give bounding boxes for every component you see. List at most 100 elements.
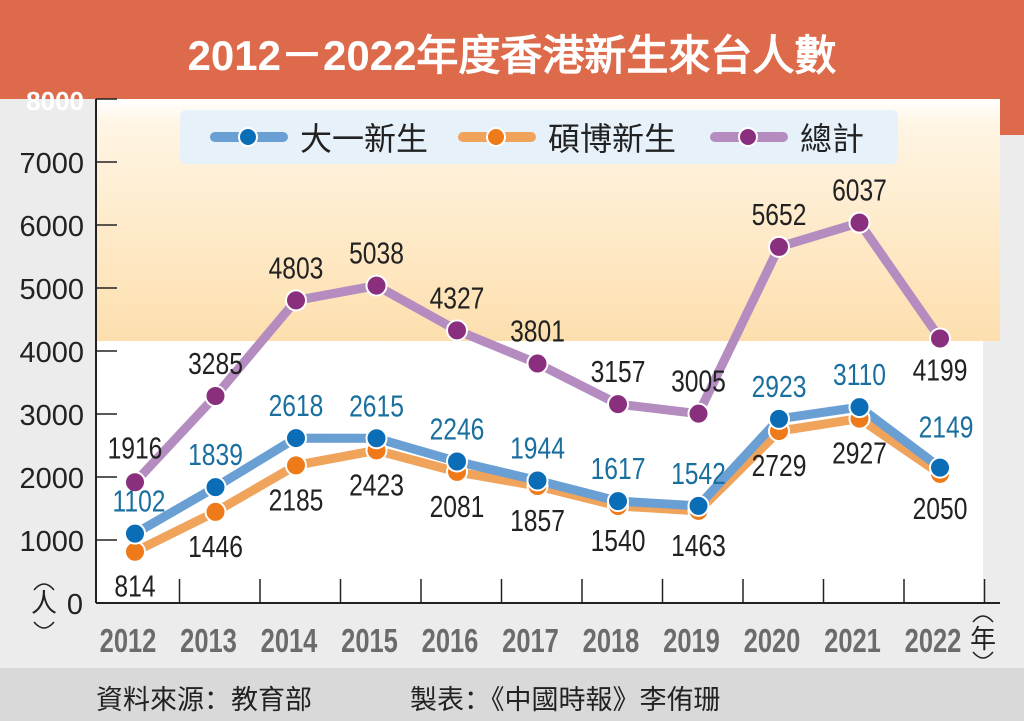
- data-point: [204, 500, 227, 523]
- data-point: [607, 490, 629, 513]
- legend-item-total: 總計: [710, 116, 864, 158]
- data-label: 3110: [833, 358, 886, 392]
- y-tick-label: 5000: [19, 274, 84, 306]
- data-label: 1102: [113, 484, 166, 518]
- data-point: [204, 385, 227, 408]
- data-label: 2246: [430, 412, 485, 446]
- data-point: [124, 540, 146, 563]
- data-label: 1446: [188, 529, 243, 563]
- data-label: 5652: [752, 197, 807, 231]
- legend-label: 碩博新生: [548, 121, 677, 157]
- data-label: 2081: [430, 489, 485, 523]
- data-point: [365, 427, 388, 450]
- y-tick-label: 1000: [19, 526, 84, 558]
- data-point: [285, 427, 307, 450]
- y-tick-label: 4000: [19, 337, 84, 369]
- footer: [0, 668, 1024, 721]
- x-axis-unit: 年: [970, 624, 996, 654]
- data-point: [848, 396, 871, 419]
- data-label: 1617: [591, 452, 646, 486]
- y-tick-label: 0: [67, 589, 83, 621]
- title-banner: [0, 0, 1024, 99]
- data-label: 2050: [913, 491, 968, 525]
- y-tick-label: 8000: [26, 86, 84, 116]
- data-point: [687, 402, 710, 425]
- y-tick-label: 2000: [19, 463, 84, 495]
- legend: 大一新生 碩博新生 總計: [180, 110, 898, 164]
- data-label: 2729: [752, 449, 807, 483]
- data-label: 2615: [349, 389, 404, 423]
- data-label: 4803: [269, 251, 324, 285]
- data-label: 2185: [269, 483, 324, 517]
- legend-item-graduate: 碩博新生: [458, 116, 676, 158]
- data-label: 3285: [188, 347, 243, 381]
- y-tick-label: 3000: [19, 400, 84, 432]
- data-label: 2423: [349, 468, 404, 502]
- data-label: 4199: [913, 353, 968, 387]
- unit-paren-icon: [972, 651, 994, 659]
- data-point: [285, 454, 307, 477]
- x-tick-label: 2017: [502, 623, 559, 660]
- data-point: [365, 274, 388, 297]
- y-tick-label: 6000: [19, 211, 84, 243]
- x-tick-label: 2019: [663, 623, 720, 660]
- unit-paren-icon: [972, 615, 994, 623]
- data-point: [285, 289, 307, 312]
- unit-paren-icon: [33, 621, 55, 629]
- data-label: 2927: [832, 436, 887, 470]
- data-point: [446, 319, 468, 342]
- data-point: [526, 352, 549, 375]
- data-label: 1857: [510, 504, 565, 538]
- data-label: 5038: [349, 236, 404, 270]
- data-label: 814: [114, 569, 155, 603]
- data-label: 2149: [919, 410, 974, 444]
- y-axis-unit: 人: [31, 588, 57, 618]
- data-label: 3801: [510, 314, 565, 348]
- legend-label: 總計: [800, 121, 865, 157]
- legend-marker-icon: [210, 127, 288, 147]
- data-point: [848, 211, 871, 234]
- data-label: 1839: [188, 438, 243, 472]
- x-tick-label: 2020: [744, 623, 801, 660]
- data-point: [124, 522, 146, 545]
- data-label: 6037: [832, 173, 887, 207]
- data-point: [929, 327, 951, 350]
- data-label: 1542: [671, 456, 726, 490]
- data-label: 1916: [108, 431, 163, 465]
- x-tick-label: 2021: [824, 623, 881, 660]
- data-label: 2923: [752, 369, 807, 403]
- data-label: 4327: [430, 281, 485, 315]
- data-point: [929, 456, 951, 479]
- data-point: [687, 494, 710, 517]
- x-tick-label: 2018: [583, 623, 640, 660]
- data-label: 1944: [510, 431, 565, 465]
- data-label: 3005: [671, 364, 726, 398]
- data-label: 1540: [591, 524, 646, 558]
- legend-marker-icon: [458, 127, 536, 147]
- x-tick-label: 2022: [905, 623, 962, 660]
- x-tick-label: 2012: [100, 623, 157, 660]
- data-point: [204, 476, 227, 499]
- x-tick-label: 2013: [180, 623, 237, 660]
- data-point: [526, 469, 549, 492]
- legend-item-freshmen: 大一新生: [210, 116, 428, 158]
- data-label: 3157: [591, 355, 646, 389]
- y-tick-label: 7000: [19, 148, 84, 180]
- data-point: [446, 450, 468, 473]
- data-label: 1463: [671, 528, 726, 562]
- data-point: [124, 471, 146, 494]
- source-note: 資料來源：教育部: [96, 685, 312, 715]
- legend-label: 大一新生: [300, 121, 429, 157]
- x-tick-label: 2014: [261, 623, 318, 660]
- credit-note: 製表：《中國時報》李侑珊: [410, 685, 721, 715]
- data-label: 2618: [269, 389, 324, 423]
- x-tick-label: 2015: [341, 623, 398, 660]
- chart-title: 2012－2022年度香港新生來台人數: [187, 32, 837, 79]
- data-point: [607, 393, 629, 416]
- data-point: [768, 407, 790, 430]
- x-tick-label: 2016: [422, 623, 479, 660]
- unit-paren-icon: [33, 583, 55, 591]
- legend-marker-icon: [710, 127, 788, 147]
- data-point: [768, 235, 790, 258]
